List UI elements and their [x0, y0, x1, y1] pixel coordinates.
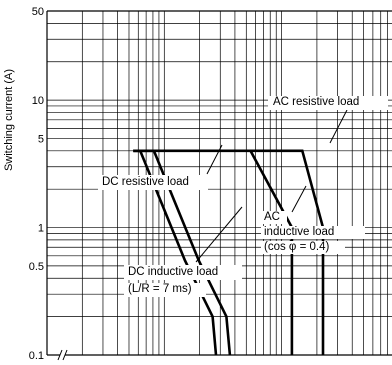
annotation-ac-res: AC resistive load [273, 96, 359, 108]
axis-break-slash [57, 349, 63, 361]
annotation-dc-res: DC resistive load [102, 176, 189, 188]
annotation-bg [261, 226, 365, 239]
y-axis-label: Switching current (A) [3, 69, 15, 171]
y-tick-label: 10 [32, 95, 44, 107]
annotation-labels: AC resistive load DC resistive load AC indu… [98, 96, 388, 297]
annotation-bg [261, 211, 287, 224]
annotation-leaders [195, 109, 348, 263]
annotation-dc-ind-1: DC inductive load [128, 266, 218, 278]
y-tick-labels: 0.1 0.5 1 5 10 50 [29, 6, 44, 362]
annotation-ac-ind-1: AC [264, 211, 280, 223]
annotation-leader [206, 144, 223, 175]
annotation-leader [291, 185, 307, 213]
y-tick-label: 5 [38, 133, 44, 145]
y-tick-label: 50 [32, 6, 44, 18]
annotation-bg [124, 283, 206, 297]
annotation-bg [124, 265, 242, 280]
annotation-dc-ind-2: (L/R = 7 ms) [128, 283, 192, 295]
axis-break-gap [60, 350, 65, 360]
annotation-ac-ind-3: (cos φ = 0.4) [264, 241, 329, 253]
annotation-bg [261, 241, 345, 254]
axis-break-mark [57, 349, 68, 361]
y-tick-label: 0.5 [29, 261, 44, 273]
y-tick-label: 0.1 [29, 350, 44, 362]
annotation-bg [268, 96, 388, 110]
y-tick-label: 1 [38, 223, 44, 235]
annotation-leader [329, 109, 348, 144]
series-line-3 [133, 149, 325, 355]
annotation-leader [195, 206, 243, 263]
annotation-ac-ind-2: inductive load [264, 226, 334, 238]
axis-break-slash [62, 349, 68, 361]
annotation-bg [98, 175, 208, 190]
